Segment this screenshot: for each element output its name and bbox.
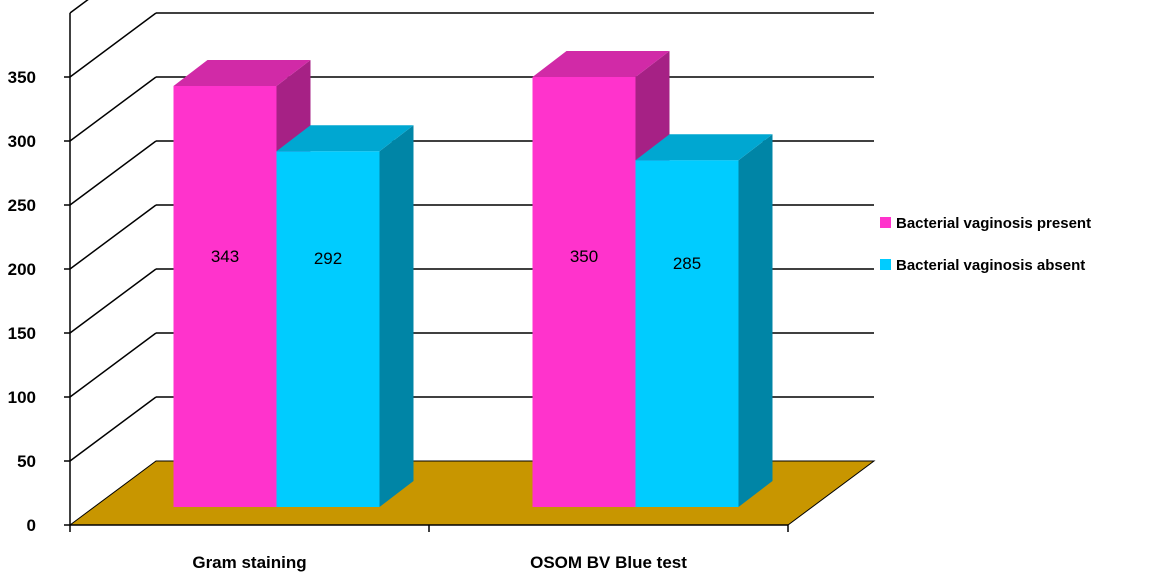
bar-top <box>635 134 773 161</box>
side-gridline <box>69 140 157 206</box>
bar-top <box>276 125 414 152</box>
bar-front <box>635 160 739 507</box>
bar-side <box>379 125 414 508</box>
side-gridline <box>69 268 157 334</box>
legend: Bacterial vaginosis present Bacterial vag… <box>880 215 1091 274</box>
y-tick-label: 200 <box>8 260 36 279</box>
x-category-label: Gram staining <box>192 553 306 572</box>
bar-data-label: 350 <box>570 247 598 266</box>
bars <box>173 51 773 508</box>
labels: Gram staining OSOM BV Blue test 343 292 350 2… <box>192 247 701 572</box>
y-tick-label: 250 <box>8 196 36 215</box>
legend-label: Bacterial vaginosis absent <box>896 257 1085 274</box>
bar-data-label: 285 <box>673 254 701 273</box>
y-tick-label: 50 <box>17 452 36 471</box>
side-gridline <box>69 0 89 14</box>
legend-swatch <box>880 259 891 270</box>
bar-data-label: 343 <box>211 247 239 266</box>
y-tick-label: 100 <box>8 388 36 407</box>
y-tick-label: 300 <box>8 132 36 151</box>
y-tick-label: 0 <box>27 516 36 535</box>
bar-top <box>532 51 670 77</box>
legend-swatch <box>880 217 891 228</box>
side-gridline <box>69 12 157 78</box>
legend-label: Bacterial vaginosis present <box>896 215 1091 232</box>
axes: 0 50 100 150 200 250 300 350 <box>8 13 789 535</box>
bar-front <box>276 151 380 508</box>
bar-top <box>173 59 311 86</box>
side-gridline <box>69 396 157 462</box>
y-tick-label: 150 <box>8 324 36 343</box>
bar-front <box>532 77 636 507</box>
y-tick-label: 350 <box>8 68 36 87</box>
side-gridline <box>69 204 157 270</box>
bar-front <box>173 85 277 508</box>
bar-side <box>738 134 773 507</box>
x-category-label: OSOM BV Blue test <box>530 553 687 572</box>
side-gridline <box>69 76 157 142</box>
side-gridline <box>69 332 157 398</box>
bar-data-label: 292 <box>314 249 342 268</box>
